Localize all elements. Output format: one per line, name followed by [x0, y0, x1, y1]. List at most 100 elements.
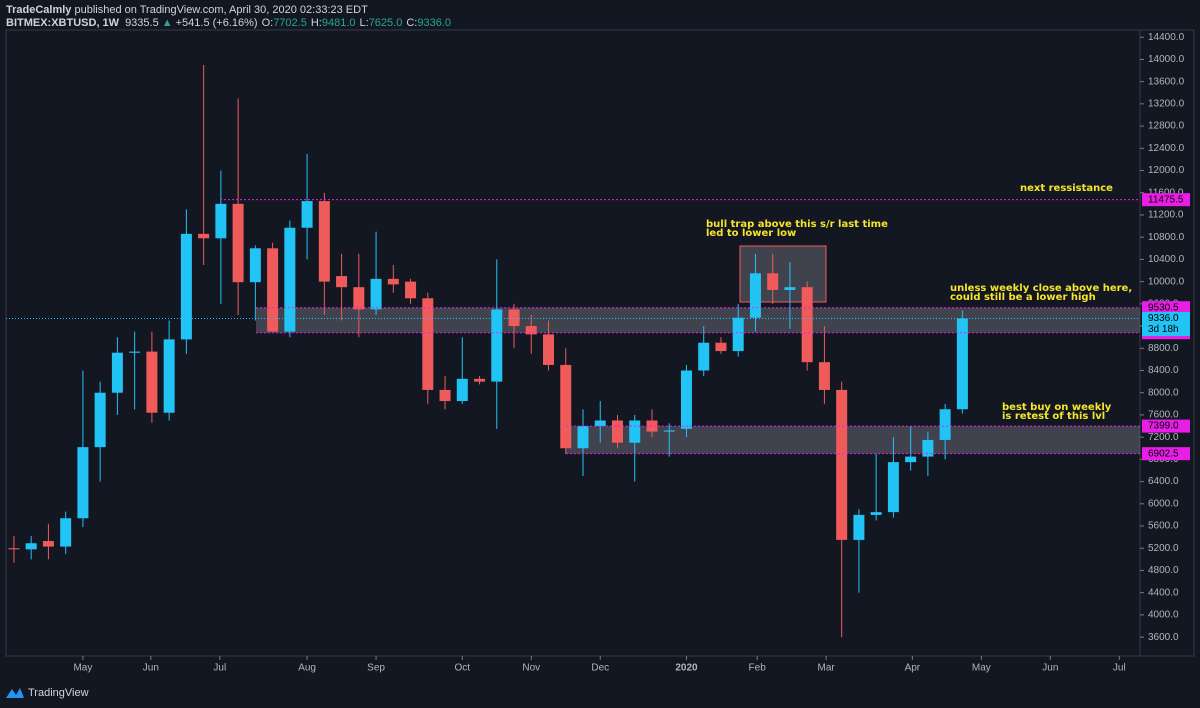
y-tick-label: 14000.0	[1148, 54, 1185, 65]
published: published on TradingView.com, April 30, …	[71, 4, 368, 16]
x-tick-label: Jul	[213, 663, 226, 674]
last-price-label: 9336.0	[1148, 313, 1179, 324]
candle-body	[94, 392, 106, 448]
candle-body	[801, 287, 813, 363]
y-tick-label: 8800.0	[1148, 343, 1179, 354]
y-tick-label: 11600.0	[1148, 187, 1184, 198]
candle-body	[232, 203, 244, 283]
candle-body	[8, 548, 20, 550]
x-tick-label: May	[972, 663, 991, 674]
candle-body	[422, 298, 434, 390]
candle-body	[353, 287, 365, 310]
annotation: is retest of this lvl	[1002, 411, 1105, 422]
y-tick-label: 12400.0	[1148, 143, 1185, 154]
symbol: BITMEX:XBTUSD, 1W	[6, 17, 120, 29]
candle-body	[249, 248, 261, 283]
annotation: bull trap above this s/r last time	[706, 219, 888, 230]
level-tag	[1142, 419, 1190, 433]
zone	[256, 307, 1140, 333]
y-tick-label: 4800.0	[1148, 565, 1179, 576]
candle-body	[284, 227, 296, 332]
x-tick-label: May	[73, 663, 92, 674]
candle-body	[163, 339, 175, 413]
x-tick-label: Nov	[522, 663, 540, 674]
y-tick-label: 7200.0	[1148, 432, 1179, 443]
candle-body	[853, 514, 865, 540]
candle-body	[749, 273, 761, 318]
candle-body	[77, 447, 89, 519]
candle-body	[629, 420, 641, 443]
candle-body	[111, 352, 123, 393]
brand: TradingView	[28, 687, 89, 699]
candle-body	[301, 201, 313, 228]
y-tick-label: 12000.0	[1148, 165, 1185, 176]
candle-body	[474, 378, 486, 382]
level-tag	[1142, 193, 1190, 207]
candle-body	[491, 309, 503, 382]
annotation: best buy on weekly	[1002, 402, 1112, 413]
y-tick-label: 13600.0	[1148, 76, 1185, 87]
level-tag	[1142, 447, 1190, 461]
y-tick-label: 10000.0	[1148, 276, 1185, 287]
y-tick-label: 6400.0	[1148, 476, 1179, 487]
y-tick-label: 4000.0	[1148, 610, 1179, 621]
candle-body	[680, 370, 692, 429]
y-tick-label: 5600.0	[1148, 521, 1179, 532]
y-tick-label: 12800.0	[1148, 121, 1185, 132]
y-tick-label: 4400.0	[1148, 587, 1179, 598]
x-tick-label: Apr	[905, 663, 921, 674]
y-tick-label: 10800.0	[1148, 232, 1185, 243]
x-tick-label: Mar	[818, 663, 836, 674]
y-tick-label: 8400.0	[1148, 365, 1179, 376]
candle-body	[956, 318, 968, 410]
header-line-2: BITMEX:XBTUSD, 1W 9335.5 ▲ +541.5 (+6.16%) O…	[6, 17, 451, 29]
candle-body	[836, 389, 848, 540]
logo: TradingView	[6, 687, 89, 699]
annotation: led to lower low	[706, 228, 796, 239]
x-tick-label: Jun	[143, 663, 159, 674]
candle-body	[818, 362, 830, 390]
candle-body	[732, 317, 744, 352]
last: 9335.5	[125, 17, 159, 29]
candle-body	[698, 342, 710, 371]
candle-body	[594, 420, 606, 427]
candle-body	[543, 334, 555, 365]
ohlc-value: 7625.0	[369, 17, 403, 29]
logo-icon	[6, 688, 24, 698]
candle-body	[663, 430, 675, 432]
candle-body	[508, 309, 520, 327]
x-tick-label: Dec	[591, 663, 609, 674]
candle-body	[405, 281, 417, 299]
level-label: 6902.5	[1148, 448, 1179, 459]
candle-body	[439, 389, 451, 402]
ohlc-key: C:	[406, 17, 417, 29]
candle-body	[577, 426, 589, 449]
annotation: could still be a lower high	[950, 292, 1096, 303]
candle-body	[905, 456, 917, 463]
candle-body	[318, 201, 330, 282]
x-tick-label: Aug	[298, 663, 316, 674]
y-tick-label: 7600.0	[1148, 410, 1179, 421]
level-tag	[1142, 301, 1190, 315]
y-tick-label: 14400.0	[1148, 32, 1185, 43]
last-price-tag	[1142, 312, 1190, 337]
candle-body	[60, 518, 72, 547]
plot: 3600.0 4000.0 4400.0 4800.0 5200.0 5600.0 6000…	[6, 32, 1190, 674]
candle-body	[146, 351, 158, 413]
candle-body	[922, 439, 934, 457]
candle-body	[215, 203, 227, 239]
y-tick-label: 13200.0	[1148, 99, 1185, 110]
ohlc-key: L:	[360, 17, 369, 29]
candle-body	[180, 233, 192, 340]
level-label: 9530.5	[1148, 302, 1179, 313]
ohlc-value: 9481.0	[322, 17, 356, 29]
candle-body	[42, 541, 54, 547]
y-tick-label: 5200.0	[1148, 543, 1179, 554]
change: +541.5 (+6.16%)	[176, 17, 258, 29]
candle-body	[887, 462, 899, 513]
level-label: 7399.0	[1148, 421, 1179, 432]
candle-body	[525, 326, 537, 335]
x-tick-label: Jul	[1113, 663, 1126, 674]
x-tick-label: Sep	[367, 663, 385, 674]
